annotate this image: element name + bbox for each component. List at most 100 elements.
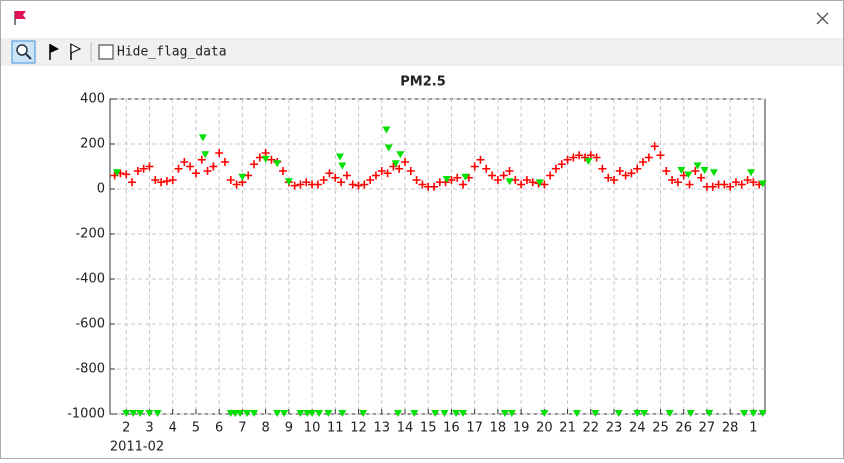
- plot-area: [109, 98, 766, 415]
- data-point: [360, 180, 369, 189]
- x-tick-label: 13: [373, 421, 390, 436]
- data-point: [749, 178, 758, 187]
- flag-point: [280, 410, 289, 417]
- data-point: [174, 164, 183, 173]
- flag-point: [758, 410, 767, 417]
- x-tick-label: 1: [749, 421, 757, 436]
- data-point: [342, 171, 351, 180]
- data-point: [122, 170, 131, 179]
- data-point: [511, 176, 520, 184]
- x-tick-label: 3: [145, 421, 153, 436]
- data-point: [482, 164, 491, 173]
- data-point: [383, 169, 392, 178]
- unflag-button[interactable]: [70, 43, 82, 60]
- data-point: [296, 180, 305, 189]
- data-point: [737, 180, 746, 189]
- data-point: [371, 171, 380, 180]
- flag-point: [273, 160, 282, 168]
- flag-point: [591, 410, 600, 417]
- zoom-button[interactable]: [11, 40, 36, 64]
- checkbox-label[interactable]: Hide_flag_data: [117, 45, 227, 60]
- data-point: [267, 155, 276, 164]
- flag-point: [614, 410, 623, 417]
- data-point: [459, 180, 468, 189]
- flag-point: [198, 134, 207, 142]
- data-point: [279, 167, 288, 175]
- data-point: [168, 176, 177, 184]
- data-point: [499, 171, 508, 180]
- data-point: [493, 176, 502, 184]
- data-point: [644, 153, 653, 162]
- data-point: [325, 169, 334, 178]
- flag-point: [122, 410, 131, 417]
- data-point: [598, 164, 607, 173]
- data-point: [517, 180, 526, 189]
- flag-point: [153, 410, 162, 417]
- y-tick-label: 200: [80, 137, 105, 152]
- x-tick-label: 18: [490, 421, 507, 436]
- flag-point: [640, 410, 649, 417]
- flag-button[interactable]: [49, 44, 59, 60]
- x-tick-label: 7: [238, 421, 246, 436]
- flag-point: [338, 410, 347, 417]
- data-point: [615, 167, 624, 175]
- data-point: [447, 176, 456, 184]
- x-tick-label: 28: [722, 421, 739, 436]
- x-tick-label: 16: [443, 421, 460, 436]
- flag-point: [665, 410, 674, 417]
- data-point: [488, 171, 497, 180]
- data-point: [290, 181, 299, 190]
- data-point: [319, 176, 328, 184]
- flag-point: [391, 160, 400, 168]
- x-tick-label: 17: [466, 421, 483, 436]
- y-tick-label: -400: [75, 272, 105, 287]
- data-point: [157, 178, 166, 187]
- flag-point: [747, 169, 756, 177]
- data-point: [220, 158, 229, 166]
- data-point: [400, 158, 409, 166]
- flag-point: [505, 178, 514, 186]
- checkbox[interactable]: [98, 44, 114, 60]
- data-point: [621, 171, 630, 180]
- x-tick-label: 8: [261, 421, 269, 436]
- x-tick-label: 25: [652, 421, 669, 436]
- close-button[interactable]: [816, 12, 829, 25]
- y-tick-label: -1000: [67, 407, 105, 422]
- x-tick-label: 6: [215, 421, 223, 436]
- data-point: [348, 180, 357, 189]
- chart-title: PM2.5: [400, 75, 446, 90]
- data-point: [522, 176, 531, 184]
- flag-point: [315, 410, 324, 417]
- flag-point: [686, 410, 695, 417]
- flag-point: [145, 410, 154, 417]
- data-point: [250, 160, 259, 169]
- flag-point: [740, 410, 749, 417]
- y-tick-label: 0: [97, 182, 105, 197]
- x-tick-label: 23: [606, 421, 623, 436]
- data-point: [430, 182, 439, 191]
- flag-point: [461, 173, 470, 181]
- data-point: [255, 153, 264, 162]
- flag-point: [684, 171, 693, 179]
- flag-point: [452, 410, 461, 417]
- flag-point: [535, 179, 544, 187]
- flag-point: [261, 155, 270, 163]
- flag-point: [324, 410, 333, 417]
- flag-point: [236, 410, 245, 417]
- flag-point: [693, 162, 702, 170]
- flag-point: [410, 410, 419, 417]
- data-point: [569, 153, 578, 162]
- data-point: [412, 176, 421, 184]
- y-tick-label: -800: [75, 362, 105, 377]
- data-point: [232, 180, 241, 189]
- flag-point: [749, 410, 758, 417]
- x-tick-label: 22: [583, 421, 600, 436]
- data-point: [470, 162, 479, 171]
- data-point: [528, 178, 537, 187]
- data-point: [673, 178, 682, 187]
- data-point: [691, 167, 700, 175]
- data-point: [656, 151, 665, 160]
- data-point: [650, 142, 659, 151]
- data-point: [679, 171, 688, 180]
- x-tick-label: 26: [675, 421, 692, 436]
